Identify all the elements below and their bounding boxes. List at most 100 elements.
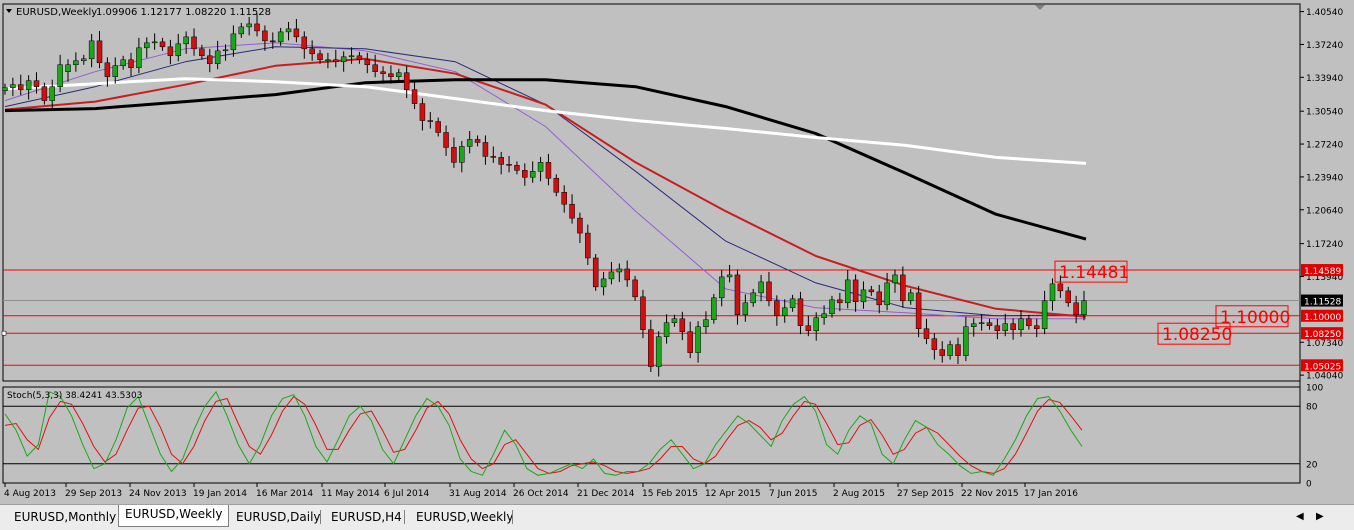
bull-candle xyxy=(277,31,284,43)
bull-candle xyxy=(348,55,355,58)
bull-candle xyxy=(325,59,331,62)
bear-candle xyxy=(411,89,418,104)
bear-candle xyxy=(679,318,686,332)
bull-candle xyxy=(537,162,544,172)
bear-candle xyxy=(1033,325,1040,329)
time-tick-label: 22 Nov 2015 xyxy=(961,489,1019,499)
time-tick-label: 26 Oct 2014 xyxy=(513,489,569,499)
bull-candle xyxy=(671,318,678,323)
price-tick-label: 1.27240 xyxy=(1306,141,1343,151)
price-tick-label: 1.30540 xyxy=(1306,108,1343,118)
bear-candle xyxy=(632,279,638,298)
time-tick-label: 2 Aug 2015 xyxy=(833,489,885,499)
bull-candle xyxy=(396,72,402,77)
bull-candle xyxy=(144,42,150,49)
tab-eurusd-h4[interactable]: EURUSD,H4 xyxy=(331,510,402,524)
level-price-tag-label: 1.10000 xyxy=(1304,313,1341,323)
candles xyxy=(2,13,1087,377)
annotation-box xyxy=(1054,260,1128,283)
bull-candle xyxy=(844,279,851,304)
ma-white-line xyxy=(4,77,1087,165)
bull-candle xyxy=(608,271,615,280)
time-tick-label: 19 Jan 2014 xyxy=(193,489,247,499)
bear-candle xyxy=(577,217,583,234)
bull-candle xyxy=(529,171,536,178)
bull-candle xyxy=(1081,300,1087,316)
chart-background xyxy=(0,0,1354,504)
bull-candle xyxy=(892,274,898,284)
price-tick-label: 1.33940 xyxy=(1306,74,1343,84)
bear-candle xyxy=(640,296,646,330)
bear-candle xyxy=(1073,302,1079,316)
bear-candle xyxy=(687,331,693,353)
bear-candle xyxy=(372,64,378,72)
bear-candle xyxy=(380,71,386,74)
level-price-tag xyxy=(1301,309,1343,322)
bear-candle xyxy=(18,84,24,90)
stoch-label: Stoch(5,3,3) 38.4241 43.5303 xyxy=(7,391,142,401)
bear-candle xyxy=(514,165,520,171)
bear-candle xyxy=(435,121,441,133)
bear-candle xyxy=(403,72,410,90)
bull-candle xyxy=(10,84,16,88)
bear-candle xyxy=(254,23,260,32)
scroll-right-icon[interactable]: ▶ xyxy=(1316,511,1324,522)
tab-eurusd-daily[interactable]: EURUSD,Daily xyxy=(236,510,321,524)
stoch-tick-label: 0 xyxy=(1306,480,1312,490)
bull-candle xyxy=(1002,323,1008,331)
bull-candle xyxy=(136,47,142,68)
stochastic-oscillator: 100 80 20 0 xyxy=(3,384,1323,490)
chart-ohlc: 1.09906 1.12177 1.08220 1.11528 xyxy=(96,7,271,18)
price-chart[interactable]: 1.40540 1.37240 1.33940 1.30540 1.27240 1.239… xyxy=(0,0,1354,504)
bear-candle xyxy=(317,53,323,61)
tab-eurusd-weekly-2[interactable]: EURUSD,Weekly xyxy=(416,510,514,524)
bear-candle xyxy=(797,298,804,326)
bull-candle xyxy=(175,43,182,57)
price-tick-label: 1.13940 xyxy=(1306,273,1343,283)
time-tick-label: 31 Aug 2014 xyxy=(449,489,507,499)
bear-candle xyxy=(766,281,772,302)
bull-candle xyxy=(750,292,756,304)
price-tick-label: 1.23940 xyxy=(1306,173,1343,183)
annotation-label: 1.14481 xyxy=(1059,263,1129,283)
level-price-tag-label: 1.08250 xyxy=(1304,330,1341,340)
bull-candle xyxy=(907,292,914,302)
tab-eurusd-monthly[interactable]: EURUSD,Monthly xyxy=(14,510,117,524)
bull-candle xyxy=(711,297,717,320)
bull-candle xyxy=(726,274,733,278)
time-tick-label: 16 Mar 2014 xyxy=(256,489,313,499)
price-tick-label: 1.07340 xyxy=(1306,339,1343,349)
bull-candle xyxy=(25,80,32,90)
bear-candle xyxy=(293,28,300,38)
time-tick-label: 17 Jan 2016 xyxy=(1024,489,1078,499)
level-price-tag-label: 1.14589 xyxy=(1304,267,1341,277)
tab-eurusd-weekly-active[interactable]: EURUSD,Weekly xyxy=(118,505,230,527)
bear-candle xyxy=(1065,290,1071,304)
bear-candle xyxy=(522,170,528,178)
bull-candle xyxy=(49,86,56,101)
bull-candle xyxy=(703,319,709,327)
scroll-left-icon[interactable]: ◀ xyxy=(1296,511,1304,522)
bear-candle xyxy=(427,120,434,122)
time-tick-label: 7 Jun 2015 xyxy=(769,489,817,499)
level-price-tag-label: 1.05025 xyxy=(1304,362,1341,372)
current-price-tag xyxy=(1301,294,1343,307)
dropdown-arrow-icon[interactable] xyxy=(6,9,12,13)
time-tick-label: 15 Feb 2015 xyxy=(642,489,698,499)
bear-candle xyxy=(309,48,315,55)
price-tick-label: 1.40540 xyxy=(1306,8,1343,18)
bear-candle xyxy=(868,289,875,293)
bull-candle xyxy=(120,59,126,67)
time-tick-label: 29 Sep 2013 xyxy=(65,489,122,499)
tab-separator xyxy=(512,510,513,524)
chart-symbol: EURUSD,Weekly xyxy=(16,7,97,18)
stoch-tick-label: 20 xyxy=(1306,460,1318,470)
bear-candle xyxy=(624,268,630,281)
bull-candle xyxy=(285,28,292,33)
time-tick-label: 12 Apr 2015 xyxy=(705,489,761,499)
bear-candle xyxy=(333,59,339,63)
time-tick-label: 24 Nov 2013 xyxy=(129,489,187,499)
bull-candle xyxy=(1049,283,1056,302)
tab-separator xyxy=(404,510,405,524)
